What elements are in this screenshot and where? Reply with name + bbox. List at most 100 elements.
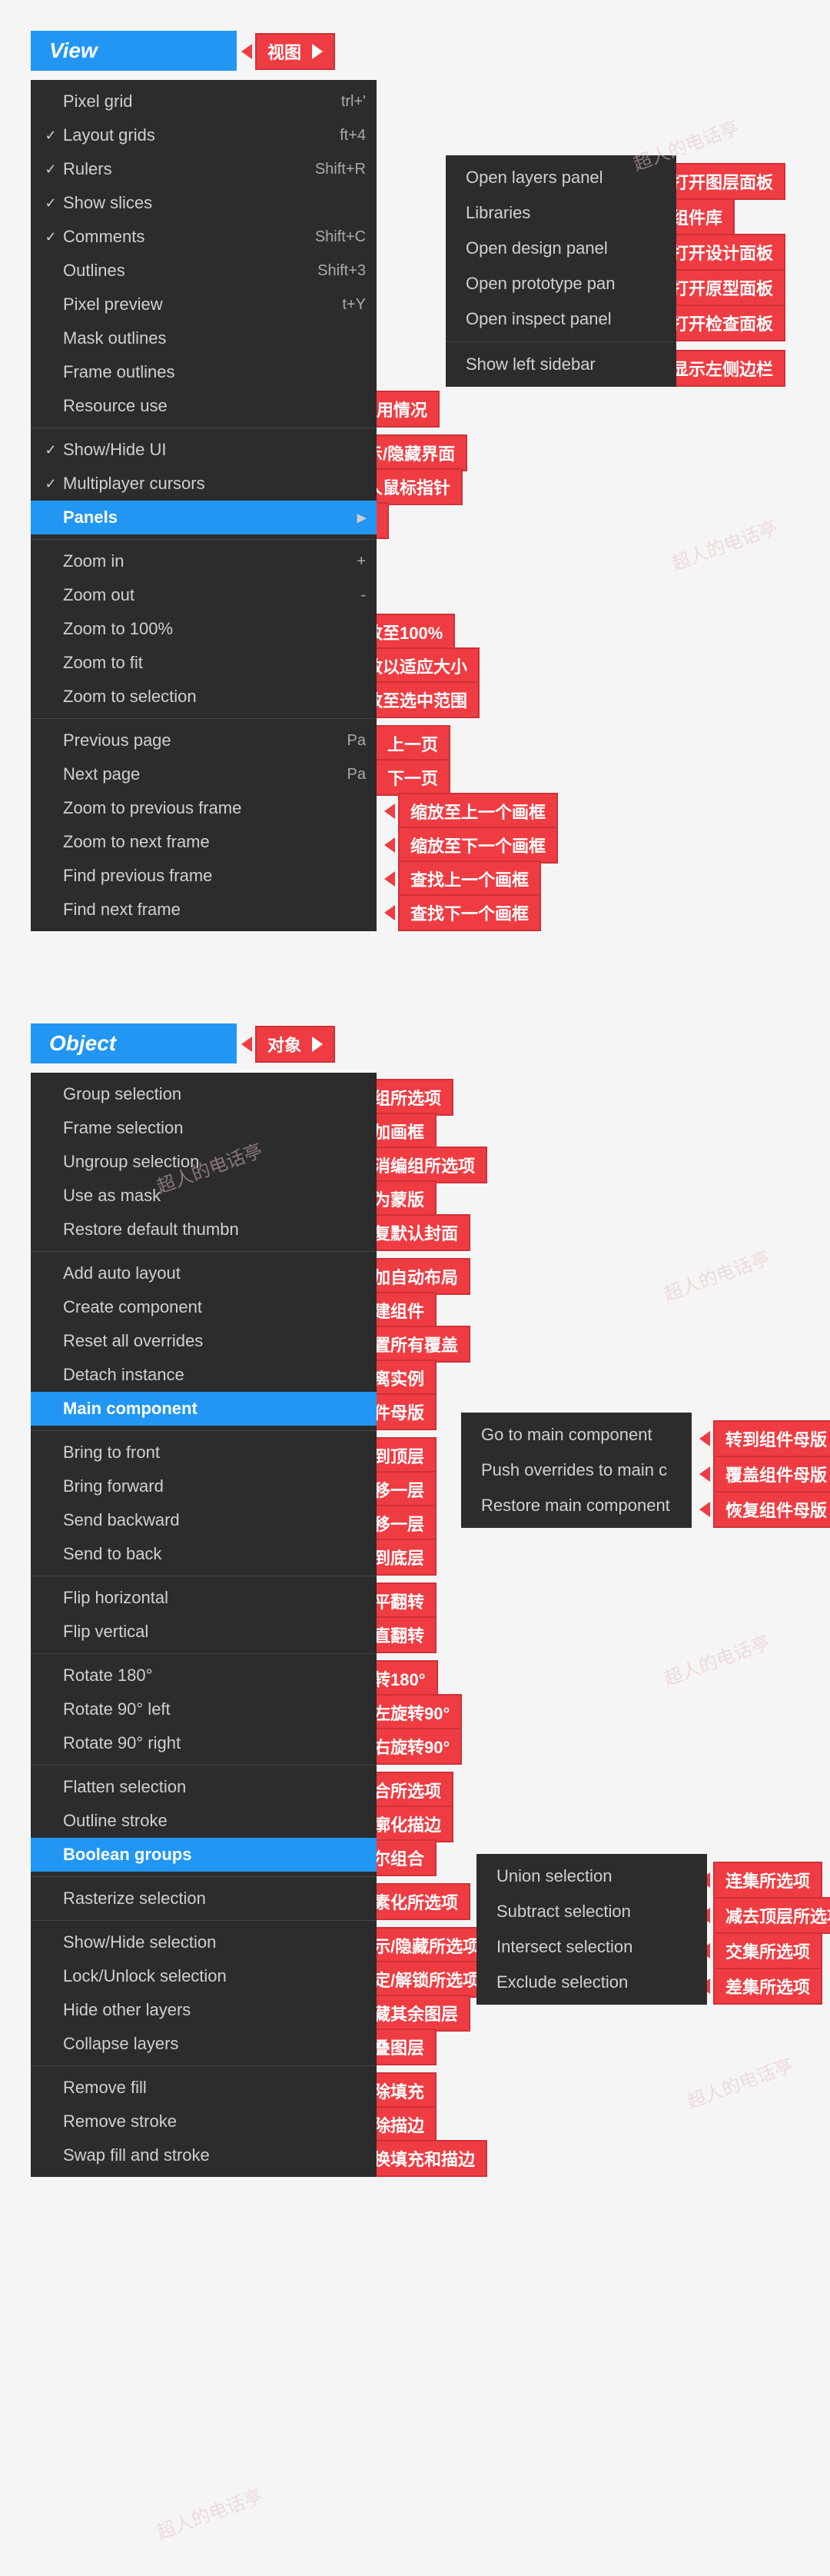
submenu-item-label: Libraries bbox=[460, 203, 662, 223]
menu-item[interactable]: OutlinesShift+3 bbox=[31, 254, 377, 288]
menu-item-label: Outlines bbox=[60, 261, 311, 281]
submenu-item[interactable]: Go to main component bbox=[461, 1417, 692, 1453]
menu-item[interactable]: Boolean groups bbox=[31, 1838, 377, 1872]
menu-item[interactable]: Zoom to selection bbox=[31, 680, 377, 714]
object-header[interactable]: Object bbox=[31, 1023, 237, 1063]
menu-item[interactable]: Restore default thumbn bbox=[31, 1213, 377, 1246]
menu-item[interactable]: Zoom to next frame bbox=[31, 825, 377, 859]
menu-item[interactable]: Flip horizontal bbox=[31, 1581, 377, 1615]
translation-tag: 查找上一个画框 bbox=[384, 860, 541, 897]
menu-item[interactable]: Zoom to 100% bbox=[31, 612, 377, 646]
menu-item[interactable]: Previous pagePa bbox=[31, 724, 377, 757]
check-icon: ✓ bbox=[42, 195, 60, 211]
submenu-item[interactable]: Libraries bbox=[446, 195, 676, 231]
menu-item[interactable]: Bring forward bbox=[31, 1469, 377, 1503]
menu-item[interactable]: Ungroup selection bbox=[31, 1145, 377, 1179]
menu-item[interactable]: Frame outlines bbox=[31, 355, 377, 389]
menu-item[interactable]: Flip vertical bbox=[31, 1615, 377, 1649]
submenu-item[interactable]: Open inspect panel bbox=[446, 301, 676, 337]
submenu-item[interactable]: Exclude selection bbox=[476, 1965, 707, 2000]
menu-item[interactable]: Bring to front bbox=[31, 1436, 377, 1469]
submenu-item-label: Show left sidebar bbox=[460, 354, 662, 374]
submenu-item[interactable]: Open prototype pan bbox=[446, 266, 676, 301]
submenu-item-label: Open prototype pan bbox=[460, 274, 662, 294]
menu-item-label: Create component bbox=[60, 1297, 366, 1317]
menu-item[interactable]: Add auto layout bbox=[31, 1256, 377, 1290]
menu-item[interactable]: ✓Show/Hide UI bbox=[31, 433, 377, 467]
menu-item[interactable]: Remove fill bbox=[31, 2071, 377, 2105]
menu-item[interactable]: Show/Hide selection bbox=[31, 1925, 377, 1959]
menu-item[interactable]: Rotate 90° right bbox=[31, 1726, 377, 1760]
submenu-item[interactable]: Union selection bbox=[476, 1859, 707, 1894]
menu-item[interactable]: Send backward bbox=[31, 1503, 377, 1537]
translation-tag: 连集所选项 bbox=[699, 1862, 822, 1899]
menu-item-label: Panels bbox=[60, 508, 351, 528]
menu-item[interactable]: ✓RulersShift+R bbox=[31, 152, 377, 186]
menu-item[interactable]: Use as mask bbox=[31, 1179, 377, 1213]
menu-item[interactable]: Zoom in+ bbox=[31, 544, 377, 578]
menu-item[interactable]: ✓Layout gridsft+4 bbox=[31, 118, 377, 152]
menu-item[interactable]: Remove stroke bbox=[31, 2105, 377, 2138]
tag-label: 视图 bbox=[255, 33, 335, 70]
menu-item[interactable]: ✓Show slices bbox=[31, 186, 377, 220]
menu-item-label: Lock/Unlock selection bbox=[60, 1966, 366, 1986]
menu-item[interactable]: Pixel gridtrl+' bbox=[31, 85, 377, 118]
menu-item-label: Collapse layers bbox=[60, 2034, 366, 2054]
menu-item[interactable]: Find previous frame bbox=[31, 859, 377, 893]
menu-item[interactable]: Rotate 90° left bbox=[31, 1692, 377, 1726]
menu-item[interactable]: Rotate 180° bbox=[31, 1659, 377, 1692]
menu-item[interactable]: Find next frame bbox=[31, 893, 377, 927]
menu-item[interactable]: Detach instance bbox=[31, 1358, 377, 1392]
view-header[interactable]: View bbox=[31, 31, 237, 71]
menu-item[interactable]: Zoom to previous frame bbox=[31, 791, 377, 825]
menu-item[interactable]: Rasterize selection bbox=[31, 1882, 377, 1915]
menu-item[interactable]: Panels▸ bbox=[31, 501, 377, 534]
submenu-item[interactable]: Subtract selection bbox=[476, 1894, 707, 1929]
menu-item[interactable]: Next pagePa bbox=[31, 757, 377, 791]
tag-label: 对象 bbox=[255, 1026, 335, 1063]
submenu-item[interactable]: Intersect selection bbox=[476, 1929, 707, 1965]
check-icon: ✓ bbox=[42, 229, 60, 245]
menu-item[interactable]: Create component bbox=[31, 1290, 377, 1324]
submenu-item[interactable]: Open design panel bbox=[446, 231, 676, 266]
menu-item[interactable]: Lock/Unlock selection bbox=[31, 1959, 377, 1993]
submenu-item-label: Intersect selection bbox=[490, 1937, 693, 1957]
tag-label: 打开图层面板 bbox=[659, 163, 785, 200]
menu-item[interactable]: Resource use bbox=[31, 389, 377, 423]
arrow-left-icon bbox=[384, 905, 395, 920]
menu-item[interactable]: Outline stroke bbox=[31, 1804, 377, 1838]
menu-item[interactable]: Reset all overrides bbox=[31, 1324, 377, 1358]
submenu-item[interactable]: Push overrides to main c bbox=[461, 1453, 692, 1488]
menu-item-label: Flatten selection bbox=[60, 1777, 366, 1797]
menu-item[interactable]: Flatten selection bbox=[31, 1770, 377, 1804]
menu-item[interactable]: Pixel previewt+Y bbox=[31, 288, 377, 321]
menu-item[interactable]: Frame selection bbox=[31, 1111, 377, 1145]
menu-item-label: Remove stroke bbox=[60, 2112, 366, 2132]
menu-item[interactable]: Swap fill and stroke bbox=[31, 2138, 377, 2172]
menu-item[interactable]: Mask outlines bbox=[31, 321, 377, 355]
tag-label: 打开设计面板 bbox=[659, 234, 785, 271]
menu-item[interactable]: Group selection bbox=[31, 1077, 377, 1111]
menu-item[interactable]: ✓Multiplayer cursors bbox=[31, 467, 377, 501]
submenu-item[interactable]: Show left sidebar bbox=[446, 347, 676, 382]
submenu-item[interactable]: Open layers panel bbox=[446, 160, 676, 195]
menu-item[interactable]: Collapse layers bbox=[31, 2027, 377, 2061]
view-section: View视图像素网格布局网格标尺显示切片评论轮廓像素预览蒙版轮廓画板轮廓资源使用… bbox=[31, 31, 799, 931]
view-submenu: Open layers panel Libraries Open design pa… bbox=[446, 155, 676, 387]
arrow-right-icon bbox=[312, 44, 323, 59]
translation-tag: 覆盖组件母版 bbox=[699, 1456, 830, 1493]
menu-item-label: Bring forward bbox=[60, 1476, 366, 1496]
menu-item[interactable]: Main component bbox=[31, 1392, 377, 1426]
menu-item[interactable]: Zoom out- bbox=[31, 578, 377, 612]
menu-item[interactable]: ✓CommentsShift+C bbox=[31, 220, 377, 254]
translation-tag: 缩放至下一个画框 bbox=[384, 827, 558, 864]
tag-label: 上一页 bbox=[375, 725, 450, 762]
menu-item[interactable]: Zoom to fit bbox=[31, 646, 377, 680]
arrow-right-icon bbox=[312, 1037, 323, 1052]
menu-item-label: Rasterize selection bbox=[60, 1889, 366, 1909]
menu-item[interactable]: Send to back bbox=[31, 1537, 377, 1571]
menu-item[interactable]: Hide other layers bbox=[31, 1993, 377, 2027]
menu-item-label: Show/Hide UI bbox=[60, 440, 366, 460]
menu-item-label: Restore default thumbn bbox=[60, 1220, 366, 1240]
submenu-item[interactable]: Restore main component bbox=[461, 1488, 692, 1523]
